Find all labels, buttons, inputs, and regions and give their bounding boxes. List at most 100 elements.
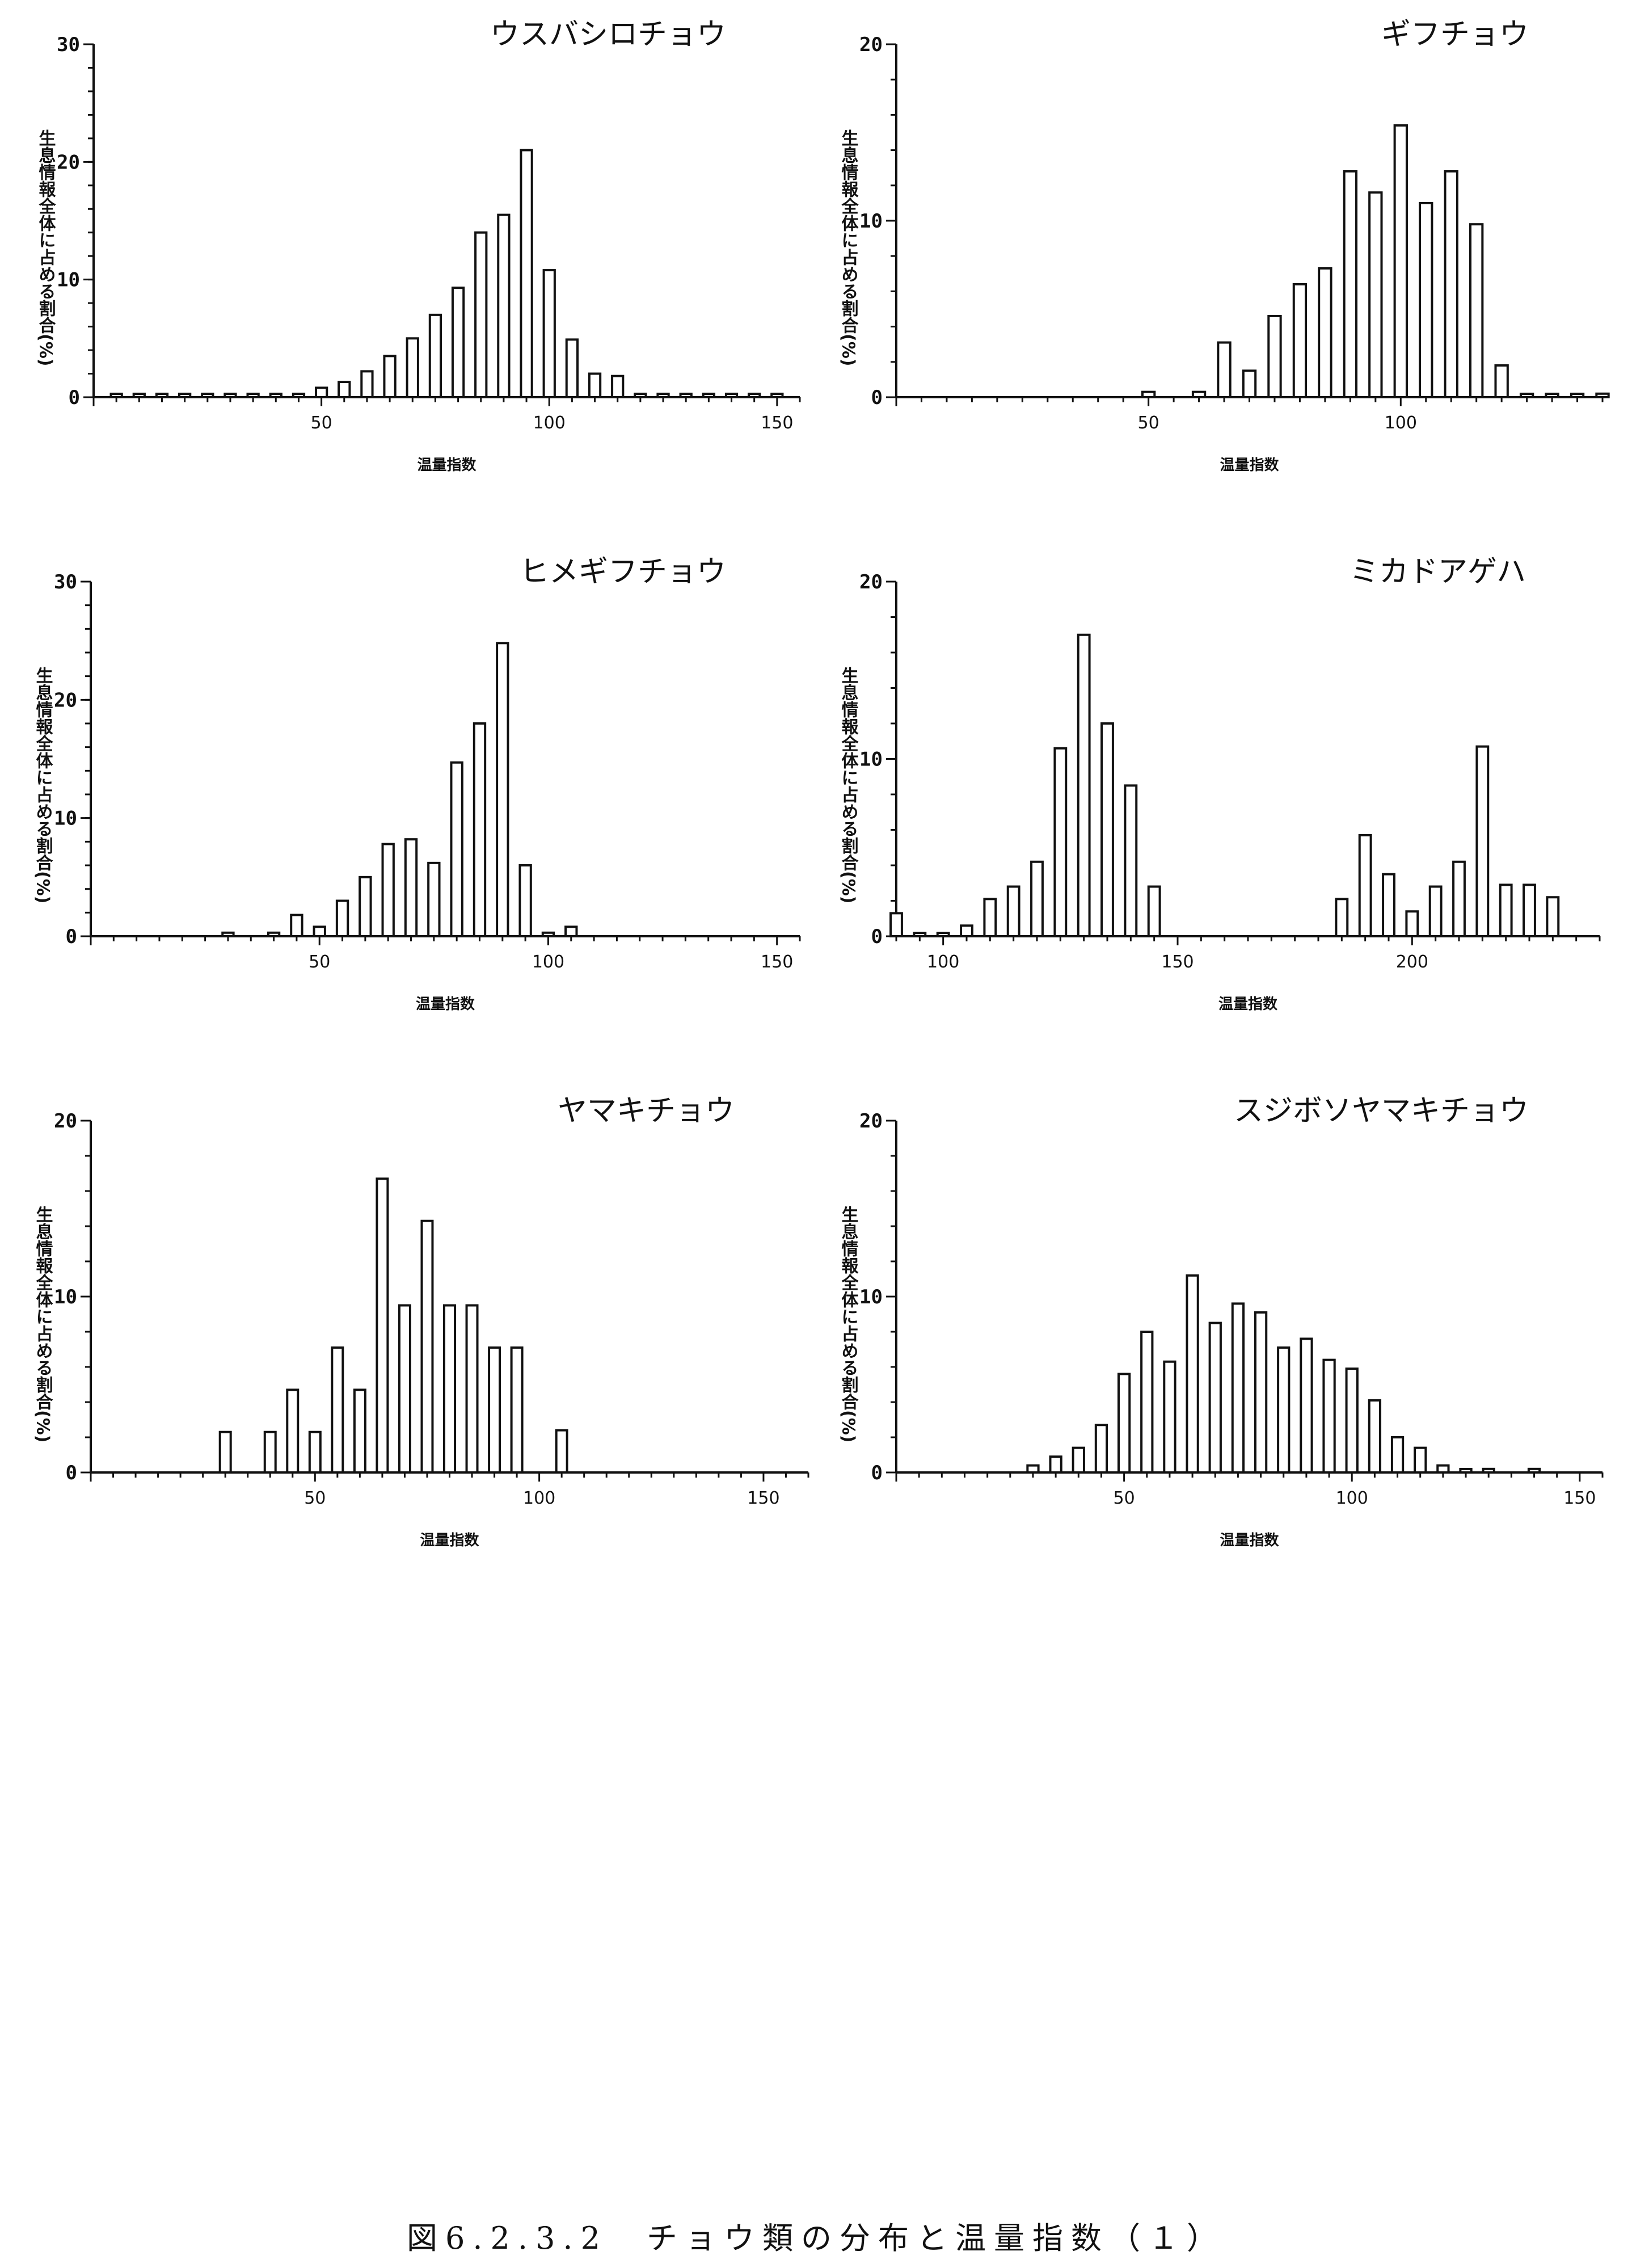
bar <box>360 370 374 398</box>
bar <box>1475 745 1490 937</box>
x-tick-label: 50 <box>1114 1488 1135 1508</box>
x-tick-label: 50 <box>311 413 332 433</box>
chart-title: ウスバシロチョウ <box>490 18 726 52</box>
bar <box>889 912 903 937</box>
chart-title: ミカドアゲハ <box>1350 555 1526 589</box>
bar <box>702 393 715 398</box>
bar <box>1208 1322 1222 1474</box>
x-tick-label: 100 <box>523 1488 555 1508</box>
bar <box>983 898 997 937</box>
bar <box>1368 191 1383 398</box>
bar <box>564 925 578 938</box>
y-tick-label: 20 <box>859 33 883 56</box>
bar <box>1322 1358 1336 1474</box>
bar <box>634 393 647 398</box>
bar <box>376 1177 389 1474</box>
x-tick-label: 200 <box>1396 952 1428 972</box>
bar <box>398 1304 411 1474</box>
bar <box>1428 885 1443 937</box>
y-tick-label: 20 <box>54 1110 77 1133</box>
bar <box>588 372 602 398</box>
bar <box>331 1346 344 1474</box>
bar <box>313 925 326 938</box>
x-tick-label: 150 <box>747 1488 779 1508</box>
bar <box>1124 784 1138 937</box>
bar <box>1094 1424 1108 1474</box>
bar <box>913 932 927 937</box>
bar <box>178 393 192 398</box>
bar <box>406 337 419 398</box>
bar <box>1419 201 1433 398</box>
bar <box>1393 124 1408 398</box>
bar <box>1006 885 1020 937</box>
y-tick-label: 10 <box>859 1286 883 1308</box>
bar <box>1053 747 1068 937</box>
x-tick-label: 150 <box>761 413 793 433</box>
bar <box>263 1430 277 1474</box>
x-tick-label: 100 <box>1385 413 1417 433</box>
y-tick-label: 20 <box>54 689 77 712</box>
y-tick-label: 0 <box>871 925 883 948</box>
bar <box>518 864 532 937</box>
bar <box>290 914 303 937</box>
bar <box>1343 170 1358 398</box>
chart-title: ヒメギフチョウ <box>520 555 726 589</box>
bar <box>359 876 372 938</box>
bar <box>1368 1399 1382 1474</box>
bar <box>201 393 214 398</box>
bar <box>1444 170 1458 398</box>
bar <box>1117 1373 1131 1474</box>
bar <box>1140 1331 1154 1474</box>
bar <box>443 1304 456 1474</box>
y-tick-label: 10 <box>859 748 883 771</box>
bar <box>474 231 488 398</box>
x-tick-label: 150 <box>1563 1488 1596 1508</box>
bar <box>335 899 349 937</box>
bar <box>542 269 556 398</box>
bar <box>223 393 237 398</box>
y-tick-label: 10 <box>54 1286 77 1308</box>
bar <box>488 1346 501 1474</box>
x-tick-label: 100 <box>927 952 959 972</box>
bar <box>565 338 579 399</box>
bar <box>1072 1446 1085 1474</box>
bar <box>1242 369 1257 398</box>
figure-caption: 図6.2.3.2 チョウ類の分布と温量指数（１） <box>407 2220 1225 2256</box>
bar <box>267 931 281 937</box>
bar <box>428 313 442 398</box>
bar <box>1499 883 1513 937</box>
bar <box>1100 722 1114 937</box>
x-axis-label: 温量指数 <box>417 457 476 474</box>
y-tick-label: 0 <box>69 386 80 409</box>
bar <box>269 393 282 398</box>
bar <box>1494 364 1509 399</box>
x-tick-label: 50 <box>1138 413 1159 433</box>
bar <box>473 722 487 937</box>
bar <box>450 761 463 937</box>
chart-title: スジボソヤマキチョウ <box>1234 1094 1529 1128</box>
bar <box>308 1430 322 1474</box>
bar <box>1191 390 1207 398</box>
x-tick-label: 150 <box>761 952 793 972</box>
x-axis-label: 温量指数 <box>1218 996 1278 1013</box>
bar <box>1390 1436 1405 1474</box>
bar <box>1595 392 1610 399</box>
bar <box>1217 341 1232 399</box>
y-tick-label: 0 <box>871 386 883 409</box>
bar <box>383 355 397 399</box>
bar <box>960 924 973 937</box>
bar <box>1452 860 1466 937</box>
bar <box>611 375 625 398</box>
bar <box>381 843 395 937</box>
x-tick-label: 150 <box>1161 952 1194 972</box>
bar <box>292 393 306 398</box>
bar <box>1546 896 1560 937</box>
chart-title: ギフチョウ <box>1381 18 1529 52</box>
bar <box>1405 910 1419 937</box>
x-axis-label: 温量指数 <box>1220 1532 1279 1549</box>
bar <box>1300 1337 1313 1474</box>
bar <box>221 931 235 937</box>
